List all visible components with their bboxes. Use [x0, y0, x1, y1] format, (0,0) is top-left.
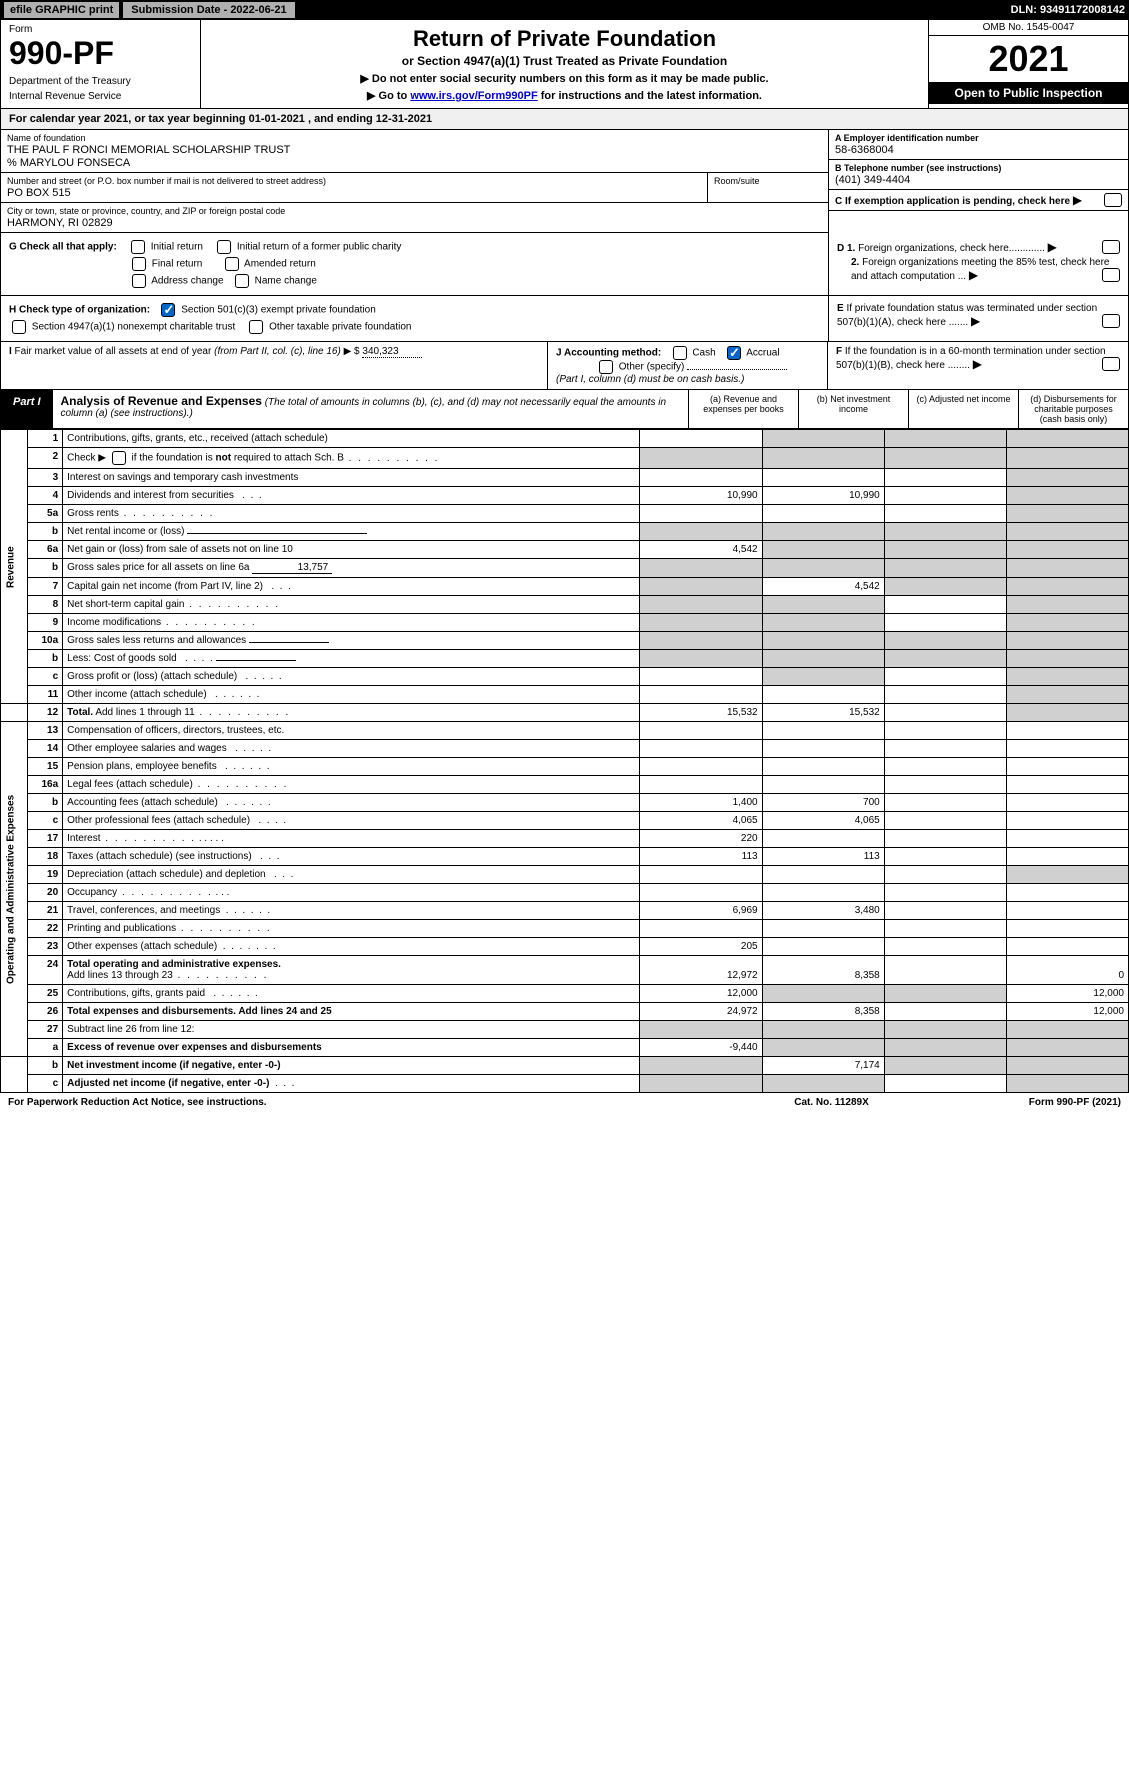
line17-a: 220 [640, 830, 762, 848]
paperwork-notice: For Paperwork Reduction Act Notice, see … [8, 1097, 267, 1108]
d1-checkbox[interactable] [1102, 240, 1120, 254]
top-bar: efile GRAPHIC print Submission Date - 20… [0, 0, 1129, 20]
line26-d: 12,000 [1006, 1003, 1128, 1021]
col-c-header: (c) Adjusted net income [908, 390, 1018, 428]
amended-return-checkbox[interactable] [225, 257, 239, 271]
line18-b: 113 [762, 848, 884, 866]
ein: 58-6368004 [835, 144, 1122, 156]
line25-d: 12,000 [1006, 985, 1128, 1003]
city-state-zip: HARMONY, RI 02829 [7, 217, 822, 229]
col-d-header: (d) Disbursements for charitable purpose… [1018, 390, 1128, 428]
line7-b: 4,542 [762, 578, 884, 596]
address: PO BOX 515 [7, 187, 701, 199]
line26-b: 8,358 [762, 1003, 884, 1021]
line16b-a: 1,400 [640, 794, 762, 812]
addr-label: Number and street (or P.O. box number if… [7, 176, 701, 186]
line18-a: 113 [640, 848, 762, 866]
address-change-checkbox[interactable] [132, 274, 146, 288]
4947-checkbox[interactable] [12, 320, 26, 334]
open-public-badge: Open to Public Inspection [929, 82, 1128, 104]
line6b-value: 13,757 [252, 562, 332, 574]
final-return-checkbox[interactable] [132, 257, 146, 271]
form-number: 990-PF [9, 35, 192, 72]
line26-a: 24,972 [640, 1003, 762, 1021]
form-footer: Form 990-PF (2021) [1029, 1097, 1121, 1108]
form-header: Form 990-PF Department of the Treasury I… [0, 20, 1129, 109]
line24-b: 8,358 [762, 956, 884, 985]
dln: DLN: 93491172008142 [1011, 4, 1125, 16]
g-label: G Check all that apply: [9, 242, 117, 253]
form-subtitle: or Section 4947(a)(1) Trust Treated as P… [213, 54, 916, 68]
instruction-1: ▶ Do not enter social security numbers o… [213, 72, 916, 85]
ein-label: A Employer identification number [835, 133, 1122, 143]
check-section-g: G Check all that apply: Initial return I… [0, 233, 1129, 296]
care-of: % MARYLOU FONSECA [7, 157, 822, 169]
tax-year: 2021 [929, 36, 1128, 82]
line23-a: 205 [640, 938, 762, 956]
efile-badge: efile GRAPHIC print [4, 2, 119, 18]
part1-table: Revenue 1Contributions, gifts, grants, e… [0, 429, 1129, 1093]
form-title: Return of Private Foundation [213, 26, 916, 52]
line27a-a: -9,440 [640, 1039, 762, 1057]
line16c-a: 4,065 [640, 812, 762, 830]
f-checkbox[interactable] [1102, 357, 1120, 371]
line4-b: 10,990 [762, 487, 884, 505]
irs-link[interactable]: www.irs.gov/Form990PF [410, 90, 537, 102]
line4-a: 10,990 [640, 487, 762, 505]
other-method-checkbox[interactable] [599, 360, 613, 374]
page-footer: For Paperwork Reduction Act Notice, see … [0, 1093, 1129, 1112]
name-change-checkbox[interactable] [235, 274, 249, 288]
check-section-h: H Check type of organization: Section 50… [0, 296, 1129, 342]
d2-checkbox[interactable] [1102, 268, 1120, 282]
phone-label: B Telephone number (see instructions) [835, 163, 1122, 173]
line16b-b: 700 [762, 794, 884, 812]
name-label: Name of foundation [7, 133, 822, 143]
part1-title: Analysis of Revenue and Expenses [61, 394, 262, 408]
part1-header: Part I Analysis of Revenue and Expenses … [0, 390, 1129, 429]
city-label: City or town, state or province, country… [7, 206, 822, 216]
fmv-value: 340,323 [362, 346, 422, 358]
h-label: H Check type of organization: [9, 305, 150, 316]
line12-b: 15,532 [762, 704, 884, 722]
line21-b: 3,480 [762, 902, 884, 920]
line16c-b: 4,065 [762, 812, 884, 830]
room-label: Room/suite [714, 176, 822, 186]
catalog-number: Cat. No. 11289X [794, 1097, 868, 1108]
phone: (401) 349-4404 [835, 174, 1122, 186]
omb-number: OMB No. 1545-0047 [929, 20, 1128, 36]
submission-date: Submission Date - 2022-06-21 [123, 2, 294, 18]
line24-d: 0 [1006, 956, 1128, 985]
col-a-header: (a) Revenue and expenses per books [688, 390, 798, 428]
line24-a: 12,972 [640, 956, 762, 985]
calendar-year-row: For calendar year 2021, or tax year begi… [0, 109, 1129, 130]
line6a-a: 4,542 [640, 541, 762, 559]
schb-checkbox[interactable] [112, 451, 126, 465]
foundation-name: THE PAUL F RONCI MEMORIAL SCHOLARSHIP TR… [7, 144, 822, 156]
revenue-section-label: Revenue [1, 430, 28, 704]
accrual-checkbox[interactable] [727, 346, 741, 360]
check-section-ijf: I Fair market value of all assets at end… [0, 342, 1129, 390]
other-taxable-checkbox[interactable] [249, 320, 263, 334]
line25-a: 12,000 [640, 985, 762, 1003]
initial-return-checkbox[interactable] [131, 240, 145, 254]
initial-former-checkbox[interactable] [217, 240, 231, 254]
col-b-header: (b) Net investment income [798, 390, 908, 428]
line21-a: 6,969 [640, 902, 762, 920]
line12-a: 15,532 [640, 704, 762, 722]
c-label: C If exemption application is pending, c… [835, 196, 1070, 207]
cash-checkbox[interactable] [673, 346, 687, 360]
c-checkbox[interactable] [1104, 193, 1122, 207]
entity-info: Name of foundation THE PAUL F RONCI MEMO… [0, 130, 1129, 233]
e-checkbox[interactable] [1102, 314, 1120, 328]
form-label: Form [9, 24, 192, 35]
dept-irs: Internal Revenue Service [9, 91, 192, 102]
line27b-b: 7,174 [762, 1057, 884, 1075]
part1-label: Part I [1, 390, 53, 428]
expenses-section-label: Operating and Administrative Expenses [1, 722, 28, 1057]
dept-treasury: Department of the Treasury [9, 76, 192, 87]
instruction-2: ▶ Go to www.irs.gov/Form990PF for instru… [213, 89, 916, 102]
501c3-checkbox[interactable] [161, 303, 175, 317]
